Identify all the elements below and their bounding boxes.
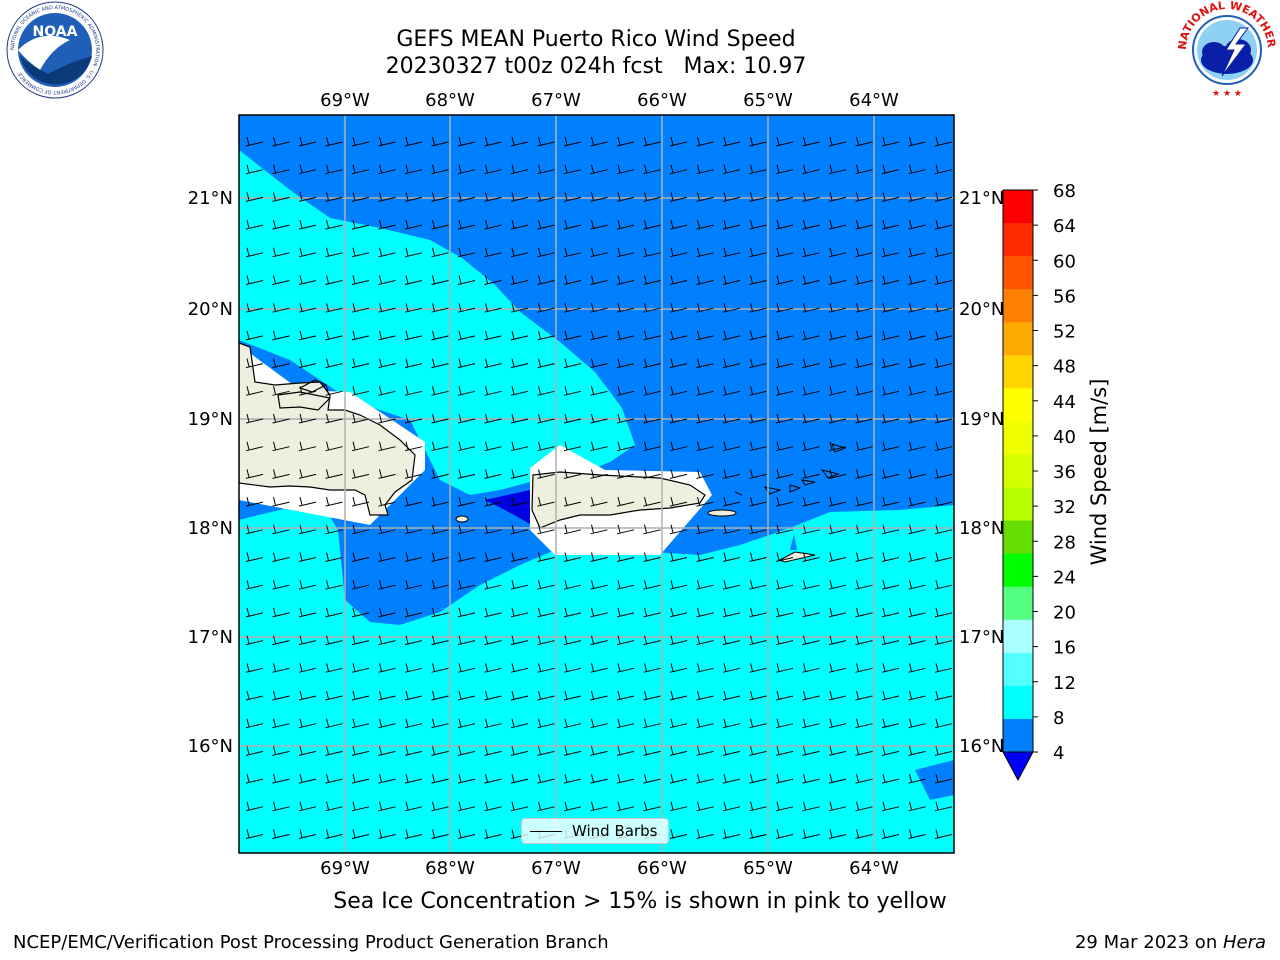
colorbar-tick-label: 52 [1053,322,1076,343]
legend-line-swatch [530,831,562,832]
colorbar-tick-label: 28 [1053,532,1076,553]
colorbar-tick-label: 20 [1053,603,1076,624]
lat-label-left: 16°N [188,736,233,757]
lat-label-left: 17°N [188,627,233,648]
colorbar-segment [1003,289,1033,323]
lon-label-top: 67°W [531,90,581,111]
chart-subtitle: 20230327 t00z 024h fcst Max: 10.97 [385,54,807,79]
colorbar-segment [1003,355,1033,389]
colorbar-tick-label: 16 [1053,638,1076,659]
wind-barbs [245,136,953,839]
colorbar-segment [1003,652,1033,687]
lon-label-bottom: 67°W [531,858,581,879]
colorbar-segment [1003,256,1033,290]
lon-label-bottom: 64°W [849,858,899,879]
colorbar-segment [1003,388,1033,422]
colorbar-segment [1003,553,1033,588]
lon-label-bottom: 66°W [637,858,687,879]
lat-label-left: 20°N [188,299,233,320]
colorbar-segment [1003,586,1033,621]
colorbar-segment [1003,322,1033,356]
lat-label-right: 18°N [959,518,1004,539]
noaa-logo: NOAA NATIONAL OCEANIC AND ATMOSPHERIC AD… [6,1,104,99]
chart-title: GEFS MEAN Puerto Rico Wind Speed [396,27,796,52]
lat-label-left: 21°N [188,188,233,209]
colorbar-tick-label: 32 [1053,497,1076,518]
map-frame [238,114,955,854]
lon-label-bottom: 68°W [425,858,475,879]
lat-label-right: 20°N [959,299,1004,320]
colorbar-tick-label: 24 [1053,567,1076,588]
colorbar-tick-label: 48 [1053,357,1076,378]
noaa-logo-text: NOAA [33,24,78,40]
colorbar-tick-label: 64 [1053,216,1076,237]
lat-label-left: 18°N [188,518,233,539]
lat-label-right: 17°N [959,627,1004,648]
colorbar-tick-label: 8 [1053,708,1064,729]
colorbar-tick-label: 12 [1053,673,1076,694]
graticule [239,115,954,853]
lon-label-top: 64°W [849,90,899,111]
colorbar-tick-label: 40 [1053,427,1076,448]
nws-logo-ring-text: NATIONAL WEATHER SERVICE [0,0,1278,52]
lon-label-top: 68°W [425,90,475,111]
colorbar-tick-label: 56 [1053,286,1076,307]
lon-label-bottom: 69°W [320,858,370,879]
svg-text:NATIONAL WEATHER SERVICE: NATIONAL WEATHER SERVICE [0,0,1278,52]
colorbar-tick-label: 36 [1053,462,1076,483]
map-legend: Wind Barbs [521,818,669,844]
lon-label-top: 69°W [320,90,370,111]
footer-branch: NCEP/EMC/Verification Post Processing Pr… [13,932,609,953]
lon-label-top: 66°W [637,90,687,111]
colorbar-tick-label: 4 [1053,743,1064,764]
lat-label-left: 19°N [188,409,233,430]
colorbar: 68 64 60 56 52 48 44 40 36 32 28 24 20 16 12 8 4 [1002,181,1076,782]
sea-ice-note: Sea Ice Concentration > 15% is shown in … [333,889,947,914]
map-plot-area [239,115,954,853]
colorbar-segment [1003,421,1033,455]
colorbar-tick-label: 68 [1053,181,1076,202]
colorbar-segment [1003,487,1033,522]
lon-label-bottom: 65°W [743,858,793,879]
colorbar-segment [1003,685,1033,720]
ocean-8-12-south [239,500,954,853]
footer-host: Hera [1222,932,1266,953]
legend-label: Wind Barbs [572,822,658,840]
lat-label-right: 19°N [959,409,1004,430]
colorbar-extend-arrow [1002,751,1034,782]
lat-label-right: 21°N [959,188,1004,209]
lat-label-right: 16°N [959,736,1004,757]
colorbar-tick-label: 60 [1053,251,1076,272]
ocean-darkest-region [485,490,532,525]
colorbar-segment [1003,223,1033,257]
colorbar-tick-label: 44 [1053,392,1076,413]
colorbar-segment [1003,454,1033,489]
colorbar-segment [1003,190,1033,224]
footer-date: 29 Mar 2023 on Hera [1074,932,1266,953]
lon-label-top: 65°W [743,90,793,111]
ocean-8-12-region [239,150,635,495]
land-hispaniola [239,342,416,516]
nws-logo: NATIONAL WEATHER SERVICE ★ ★ ★ [0,0,1278,99]
colorbar-segment [1003,619,1033,654]
colorbar-segment [1003,520,1033,555]
colorbar-segment [1003,718,1033,753]
colorbar-label: Wind Speed [m/s] [1087,379,1111,566]
svg-text:★ ★ ★: ★ ★ ★ [1212,89,1242,99]
wind-barb-field [245,136,953,839]
